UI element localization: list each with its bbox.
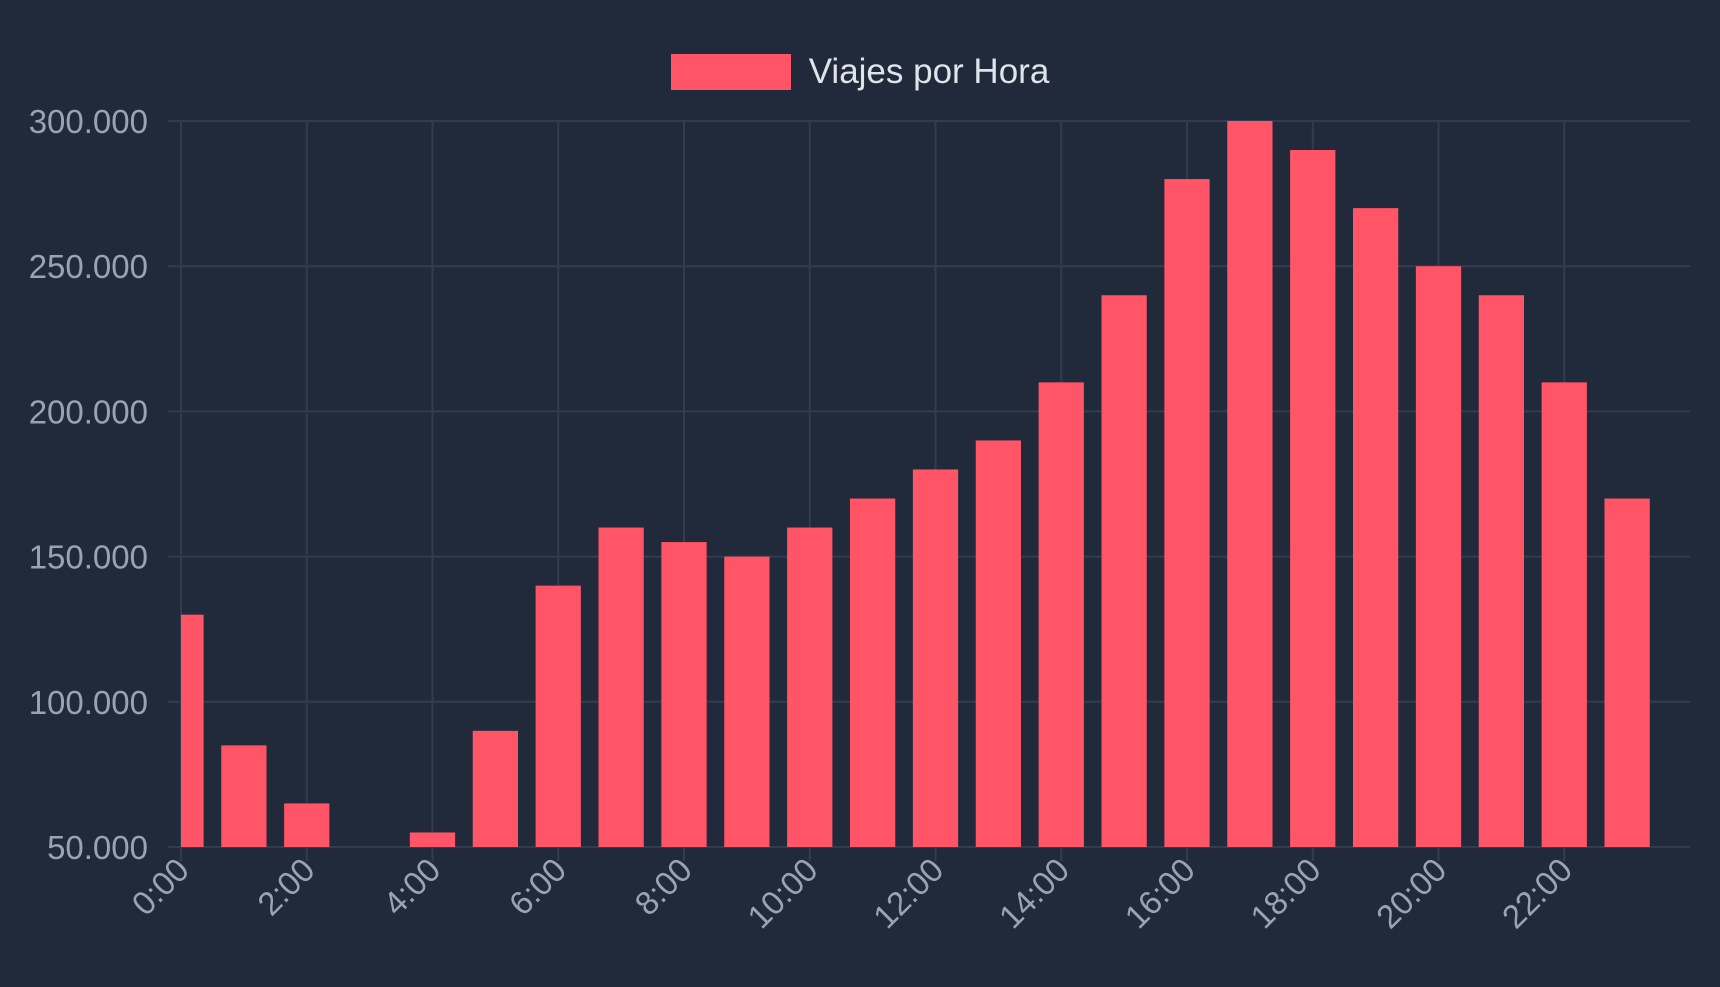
x-tick-label: 6:00 [502, 851, 574, 923]
bar-7-00[interactable] [598, 527, 644, 847]
bar-22-00[interactable] [1541, 382, 1587, 847]
bar-6-00[interactable] [535, 585, 581, 847]
x-tick-label: 20:00 [1369, 851, 1454, 936]
y-tick-label: 300.000 [29, 103, 148, 140]
bar-11-00[interactable] [849, 498, 896, 847]
x-tick-label: 14:00 [992, 851, 1077, 936]
bar-9-00[interactable] [724, 556, 770, 847]
bars-group [158, 121, 1650, 847]
bar-13-00[interactable] [975, 440, 1022, 847]
x-tick-label: 2:00 [250, 851, 322, 923]
bar-20-00[interactable] [1415, 266, 1462, 847]
bar-5-00[interactable] [472, 730, 519, 847]
bar-23-00[interactable] [1604, 498, 1650, 847]
bar-1-00[interactable] [221, 745, 267, 847]
y-tick-label: 100.000 [29, 684, 148, 721]
y-tick-label: 250.000 [29, 248, 148, 285]
x-axis-labels: 0:00 2:00 4:00 6:00 8:00 10:00 12:00 14:00 16:00… [124, 851, 1579, 936]
bar-12-00[interactable] [912, 469, 959, 847]
legend-label: Viajes por Hora [808, 52, 1050, 91]
bar-18-00[interactable] [1290, 150, 1336, 847]
bar-10-00[interactable] [787, 527, 833, 847]
bar-0-00[interactable] [158, 614, 204, 847]
bar-17-00[interactable] [1227, 121, 1273, 847]
x-tick-label: 16:00 [1117, 851, 1202, 936]
y-axis-labels: 50.000 100.000 150.000 200.000 250.000 300.00… [29, 103, 148, 866]
bar-16-00[interactable] [1164, 179, 1210, 847]
x-tick-label: 4:00 [376, 851, 448, 923]
bar-14-00[interactable] [1038, 382, 1084, 847]
y-tick-label: 150.000 [29, 539, 148, 576]
bar-19-00[interactable] [1352, 208, 1399, 847]
bar-15-00[interactable] [1101, 295, 1147, 847]
x-tick-label: 10:00 [740, 851, 825, 936]
bar-4-00[interactable] [409, 832, 456, 847]
legend-color-swatch [670, 54, 791, 90]
bar-2-00[interactable] [284, 803, 330, 847]
x-tick-label: 8:00 [627, 851, 699, 923]
x-tick-label: 12:00 [866, 851, 951, 936]
x-tick-label: 22:00 [1495, 851, 1580, 936]
legend[interactable]: Viajes por Hora [0, 52, 1720, 92]
x-tick-label: 18:00 [1243, 851, 1328, 936]
y-tick-label: 50.000 [47, 829, 148, 866]
bar-21-00[interactable] [1478, 295, 1525, 847]
y-tick-label: 200.000 [29, 393, 148, 430]
bar-8-00[interactable] [661, 542, 707, 847]
